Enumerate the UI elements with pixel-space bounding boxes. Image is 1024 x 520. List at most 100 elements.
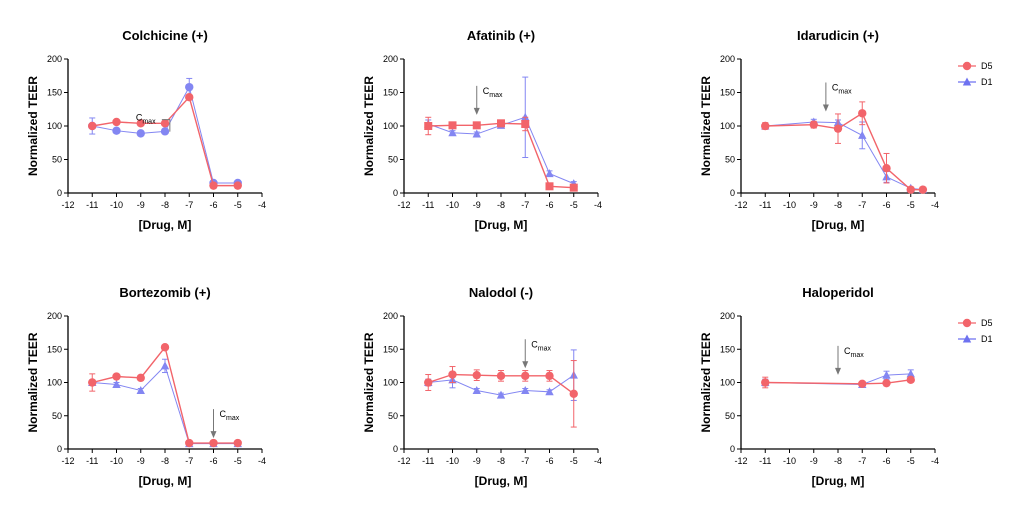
- x-axis-label: [Drug, M]: [139, 218, 192, 232]
- x-tick-label: -10: [446, 200, 459, 210]
- data-point: [809, 120, 818, 129]
- x-tick-label: -9: [137, 200, 145, 210]
- x-tick-label: -5: [570, 456, 578, 466]
- data-point: [185, 82, 194, 92]
- data-point: [185, 92, 194, 102]
- chart-title: Nalodol (-): [469, 285, 533, 300]
- y-tick-label: 0: [393, 188, 398, 198]
- y-axis-label: Normalized TEER: [362, 76, 376, 176]
- cmax-annotation: Cmax: [522, 339, 551, 369]
- data-point: [882, 378, 891, 388]
- data-point: [136, 373, 145, 383]
- data-point: [88, 378, 97, 387]
- x-tick-label: -9: [473, 200, 481, 210]
- x-tick-label: -8: [834, 200, 842, 210]
- data-point: [496, 390, 506, 399]
- y-tick-label: 150: [720, 344, 735, 354]
- x-tick-label: -10: [446, 456, 459, 466]
- data-point: [136, 119, 145, 128]
- x-tick-label: -7: [185, 456, 193, 466]
- data-point: [833, 124, 843, 133]
- cmax-label: Cmax: [483, 86, 503, 99]
- chart-title: Colchicine (+): [122, 28, 208, 43]
- legend-marker: [962, 77, 972, 86]
- cmax-label: Cmax: [136, 113, 156, 126]
- data-point: [424, 378, 433, 387]
- data-point: [185, 438, 194, 448]
- y-tick-label: 50: [388, 411, 398, 421]
- chart-panel-1: Colchicine (+) 0 50 100 150 200 -12 -11 -10 -9 -8 -…: [26, 28, 266, 232]
- chart-panel-3: Idarudicin (+) 0 50 100 150 200 -12 -11 -10 -9 -8 -…: [699, 28, 993, 232]
- data-point: [160, 119, 170, 128]
- y-tick-label: 100: [47, 121, 62, 131]
- data-point: [112, 379, 121, 388]
- x-tick-label: -4: [258, 200, 266, 210]
- y-axis-label: Normalized TEER: [26, 332, 40, 432]
- cmax-label: Cmax: [832, 83, 852, 96]
- data-point: [761, 121, 770, 131]
- x-axis-label: [Drug, M]: [139, 474, 192, 488]
- data-point: [906, 369, 915, 378]
- y-tick-label: 200: [383, 54, 398, 64]
- data-point: [233, 181, 242, 190]
- x-tick-label: -5: [234, 456, 242, 466]
- y-axis-label: Normalized TEER: [699, 76, 713, 176]
- x-tick-label: -11: [422, 200, 434, 210]
- chart-panel-2: Afatinib (+) 0 50 100 150 200 -12 -11 -10 -9 -8 -7 -…: [362, 28, 602, 232]
- legend-label: D5: [981, 318, 993, 328]
- x-tick-label: -6: [545, 456, 553, 466]
- data-point: [424, 122, 433, 130]
- data-point: [545, 169, 554, 178]
- series-d1: [88, 358, 242, 448]
- data-point: [545, 387, 554, 396]
- x-tick-label: -7: [521, 456, 529, 466]
- data-point: [521, 385, 530, 394]
- y-tick-label: 150: [47, 88, 62, 98]
- data-point: [882, 164, 891, 173]
- legend-label: D1: [981, 77, 993, 87]
- data-point: [906, 375, 915, 385]
- y-tick-label: 100: [720, 121, 735, 131]
- x-tick-label: -6: [545, 200, 553, 210]
- legend-marker: [962, 334, 972, 343]
- cmax-annotation: Cmax: [835, 345, 864, 375]
- x-tick-label: -11: [86, 200, 98, 210]
- series-d5: [424, 360, 578, 428]
- x-tick-label: -4: [258, 456, 266, 466]
- x-tick-label: -10: [783, 456, 796, 466]
- y-tick-label: 200: [720, 311, 735, 321]
- x-tick-label: -11: [759, 200, 771, 210]
- y-tick-label: 50: [388, 155, 398, 165]
- legend-marker: [962, 318, 972, 328]
- y-tick-label: 150: [383, 88, 398, 98]
- data-point: [918, 185, 928, 194]
- x-tick-label: -4: [931, 456, 939, 466]
- series-d1: [88, 77, 242, 188]
- x-axis-label: [Drug, M]: [475, 218, 528, 232]
- data-point: [497, 119, 505, 128]
- data-point: [569, 389, 578, 399]
- x-tick-label: -6: [209, 456, 217, 466]
- chart-title: Idarudicin (+): [797, 28, 879, 43]
- x-tick-label: -7: [858, 200, 866, 210]
- series-d5: [88, 92, 242, 190]
- chart-title: Haloperidol: [802, 285, 874, 300]
- y-tick-label: 50: [52, 155, 62, 165]
- series-line: [765, 379, 911, 385]
- y-tick-label: 0: [393, 444, 398, 454]
- x-tick-label: -11: [759, 456, 771, 466]
- cmax-label: Cmax: [220, 409, 240, 422]
- y-tick-label: 100: [47, 378, 62, 388]
- x-tick-label: -10: [110, 200, 123, 210]
- cmax-annotation: Cmax: [473, 85, 503, 115]
- data-point: [112, 126, 121, 135]
- y-tick-label: 50: [725, 411, 735, 421]
- data-point: [858, 379, 867, 389]
- cmax-arrow-head: [473, 107, 480, 115]
- cmax-arrow-head: [835, 367, 841, 375]
- x-tick-label: -11: [422, 456, 434, 466]
- data-point: [209, 181, 218, 190]
- data-point: [521, 371, 530, 381]
- chart-title: Bortezomib (+): [119, 285, 210, 300]
- x-tick-label: -6: [882, 456, 890, 466]
